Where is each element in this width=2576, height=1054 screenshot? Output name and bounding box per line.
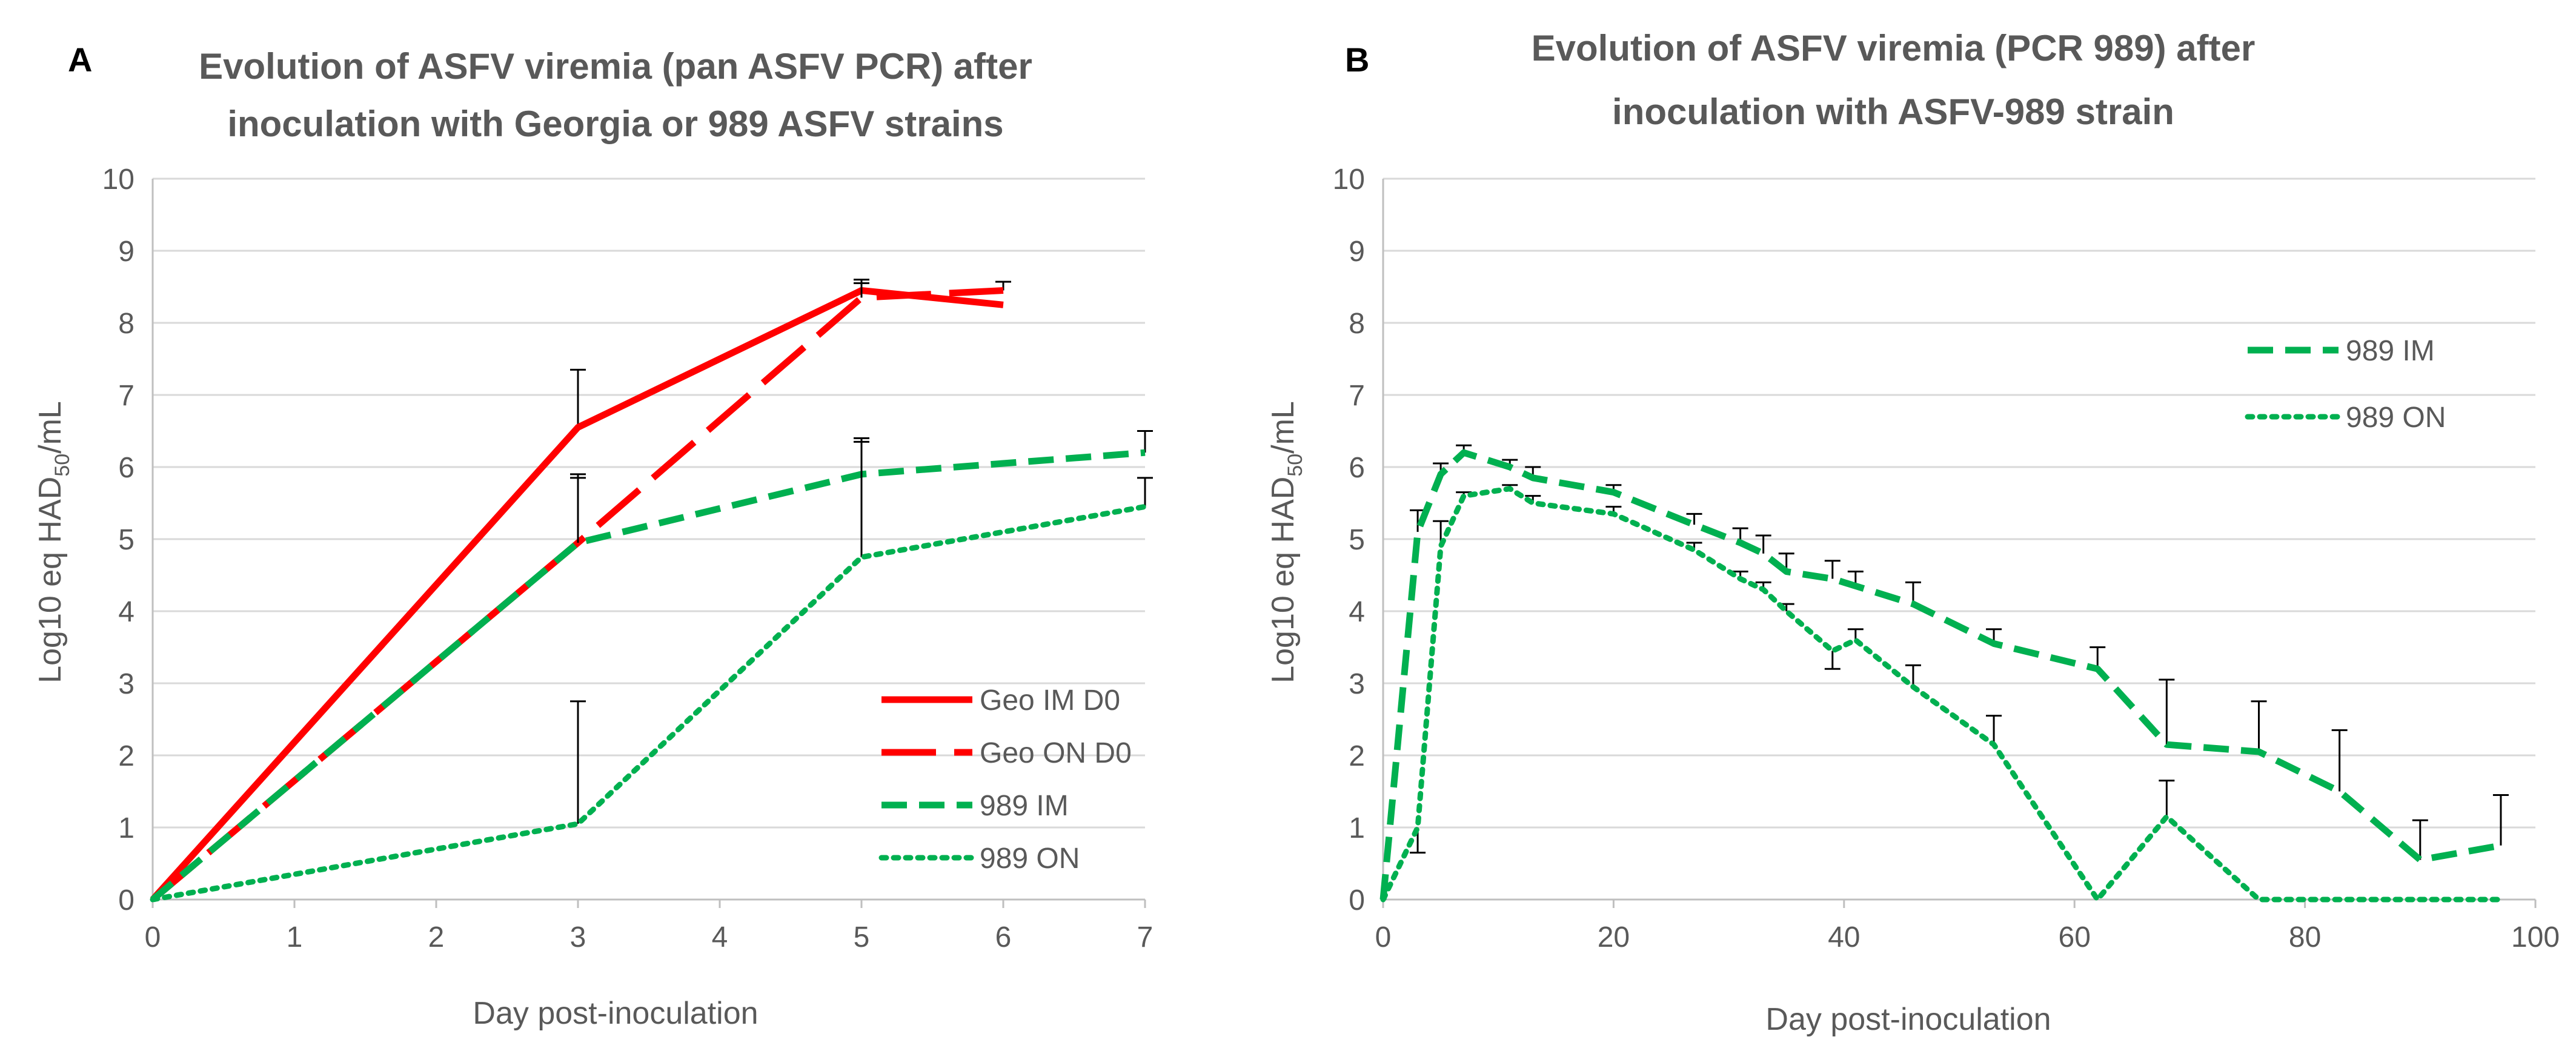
panel-b-x-tick-label: 100 [2511,921,2560,953]
panel-b-x-tick-label: 20 [1598,921,1630,953]
panel-a-series-geo-im-d0-legend-label: Geo IM D0 [980,684,1120,717]
panel-a-y-tick-label: 7 [118,380,134,412]
panel-a-title-line-2: inoculation with Georgia or 989 ASFV str… [227,104,1003,144]
panel-b-x-tick-label: 80 [2289,921,2321,953]
panel-b-series-989-on-line [1380,486,2504,903]
panel-a-y-tick-label: 10 [102,164,134,196]
panel-b-x-tick-label: 60 [2059,921,2091,953]
panel-b-y-tick-label: 4 [1349,596,1365,628]
panel-b-y-tick-label: 6 [1349,452,1365,484]
panel-b-y-tick-label: 9 [1349,236,1365,268]
panel-a-series-geo-on-d0-line [150,287,1004,903]
panel-a-y-tick-label: 1 [118,812,134,844]
panel-b-y-tick-label: 1 [1349,812,1365,844]
panel-a-x-tick-label: 2 [428,921,445,953]
panel-a-y-tick-label: 3 [118,668,134,700]
panel-a-x-tick-label: 3 [570,921,586,953]
panel-b: B Evolution of ASFV viremia (PCR 989) af… [1266,28,2560,1037]
panel-a-x-tick-label: 6 [995,921,1012,953]
panel-a-y-tick-label: 5 [118,524,134,556]
panel-a-y-tick-label: 9 [118,236,134,268]
panel-b-title-line-1: Evolution of ASFV viremia (PCR 989) afte… [1532,28,2256,68]
panel-b-y-tick-label: 2 [1349,740,1365,772]
panel-a-y-tick-label: 4 [118,596,134,628]
panel-b-y-tick-label: 0 [1349,884,1365,916]
panel-b-y-tick-label: 10 [1333,164,1365,196]
panel-a: A Evolution of ASFV viremia (pan ASFV PC… [33,41,1153,1031]
panel-b-y-tick-label: 5 [1349,524,1365,556]
panel-a-series-989-im-legend-label: 989 IM [980,790,1069,822]
panel-b-x-tick-label: 40 [1828,921,1860,953]
panel-a-x-axis-label: Day post-inoculation [473,996,758,1031]
panel-a-y-axis-label: Log10 eq HAD50/mL [33,401,74,683]
panel-b-y-tick-label: 8 [1349,308,1365,340]
panel-a-series-geo-on-d0-legend-label: Geo ON D0 [980,737,1132,769]
panel-a-x-tick-label: 4 [712,921,728,953]
panel-a-y-tick-label: 2 [118,740,134,772]
panel-a-series-989-im-line [150,449,1146,903]
panel-b-y-axis-label: Log10 eq HAD50/mL [1266,401,1307,683]
panel-b-y-tick-label: 7 [1349,380,1365,412]
panel-b-series-989-on-legend-label: 989 ON [2346,402,2446,434]
panel-a-x-tick-label: 7 [1137,921,1154,953]
panel-a-y-tick-label: 8 [118,308,134,340]
panel-b-series-989-im-legend-label: 989 IM [2346,335,2435,367]
panel-b-letter: B [1345,41,1369,79]
panel-a-x-tick-label: 5 [854,921,870,953]
panel-a-y-tick-label: 0 [118,884,134,916]
panel-b-x-tick-label: 0 [1375,921,1392,953]
panel-a-series-989-on-line [150,503,1148,903]
panel-a-x-tick-label: 1 [287,921,303,953]
panel-a-x-tick-label: 0 [145,921,161,953]
panel-a-letter: A [68,41,92,79]
panel-b-y-tick-label: 3 [1349,668,1365,700]
panel-b-series-989-im-line [1379,449,2501,900]
panel-a-series-geo-im-d0-line [150,287,1004,902]
panel-b-x-axis-label: Day post-inoculation [1765,1002,2051,1037]
panel-a-title-line-1: Evolution of ASFV viremia (pan ASFV PCR)… [199,46,1032,87]
panel-a-series-989-on-legend-label: 989 ON [980,843,1080,875]
panel-b-title-line-2: inoculation with ASFV-989 strain [1612,91,2174,132]
panel-a-y-tick-label: 6 [118,452,134,484]
